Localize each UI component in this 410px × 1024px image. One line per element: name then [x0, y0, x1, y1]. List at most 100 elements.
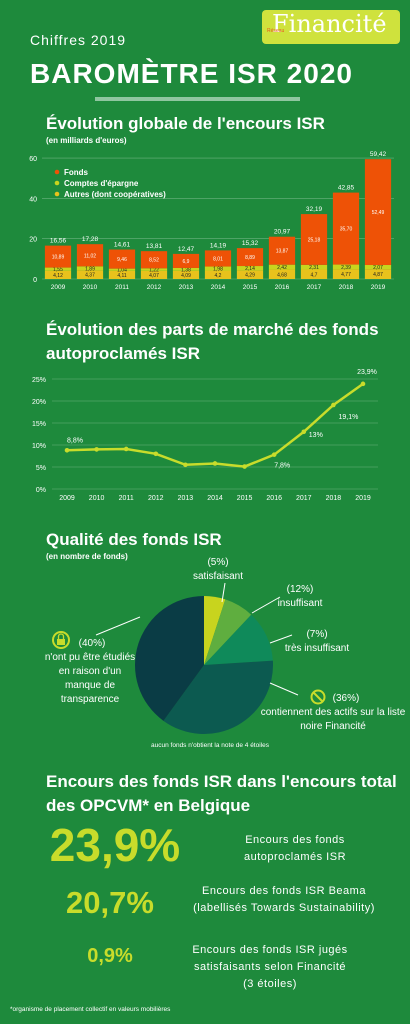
y-tick-label: 20% [32, 399, 46, 406]
bar-value-label: 35,70 [340, 227, 353, 233]
pie-label-satisfaisant: (5%) satisfaisant [190, 556, 246, 584]
pie-slice [135, 596, 204, 721]
bar-segment [44, 270, 72, 279]
bar-segment [76, 266, 104, 271]
slice-label: insuffisant [277, 598, 323, 609]
stat-label-1: Encours des fonds autoproclamés ISR [200, 832, 390, 866]
bar-value-label: 2,39 [341, 265, 351, 271]
x-tick-label: 2011 [115, 284, 129, 291]
y-tick-label: 10% [32, 443, 46, 450]
bar-value-label: 4,77 [341, 272, 351, 278]
legend-label: Comptes d'épargne [64, 179, 139, 188]
bar-segment [172, 253, 200, 268]
bar-segment [108, 249, 136, 269]
x-tick-label: 2013 [178, 495, 194, 502]
x-tick-label: 2016 [275, 284, 290, 291]
bar-segment [364, 269, 392, 279]
leader-line [269, 634, 293, 644]
line-point [183, 462, 188, 468]
pie-pct-liste-noire: (36%) [332, 693, 360, 704]
line-point [64, 447, 70, 453]
x-tick-label: 2009 [51, 284, 66, 291]
bar-total-label: 12,47 [178, 246, 195, 253]
bar-value-label: 11,02 [84, 253, 96, 259]
bar-value-label: 4,68 [277, 272, 287, 278]
logo-small-text: Réseau [267, 28, 285, 34]
legend-marker [54, 180, 60, 186]
bar-segment [268, 269, 296, 279]
bar-segment [204, 250, 232, 267]
legend-label: Fonds [64, 168, 89, 177]
bar-value-label: 2,31 [309, 265, 319, 271]
bar-segment [236, 248, 264, 267]
y-tick-label: 5% [36, 465, 46, 472]
bar-value-label: 13,87 [276, 249, 289, 255]
section4-title-line1: Encours des fonds ISR dans l'encours tot… [46, 772, 397, 791]
logo-text: Financité [272, 10, 387, 38]
bar-segment [236, 270, 264, 279]
y-tick-label: 40 [29, 196, 37, 203]
y-tick-label: 20 [29, 237, 37, 244]
bar-segment [268, 236, 296, 265]
financite-logo [262, 10, 400, 44]
slice-pct: (12%) [286, 584, 314, 595]
bar-segment [204, 270, 232, 279]
bar-total-label: 59,42 [370, 151, 387, 158]
bar-segment [140, 251, 168, 269]
x-tick-label: 2015 [243, 284, 258, 291]
stat-label-line: satisfaisants selon Financité [193, 961, 347, 973]
leader-line [95, 616, 141, 636]
section2-title-line2: autoproclamés ISR [46, 344, 200, 363]
footnote: *organisme de placement collectif en val… [10, 1006, 171, 1013]
bar-segment [300, 214, 328, 265]
stat-label-line: (3 étoiles) [243, 978, 297, 990]
line-point [153, 451, 159, 457]
line-point [242, 464, 247, 469]
bar-value-label: 4,2 [215, 273, 222, 279]
stat-label-line: autoproclamés ISR [243, 851, 347, 863]
x-tick-label: 2012 [147, 284, 162, 291]
x-tick-label: 2011 [119, 495, 134, 502]
bar-total-label: 42,85 [338, 185, 355, 192]
stat-label-3: Encours des fonds ISR jugés satisfaisant… [168, 942, 372, 993]
bar-total-label: 14,19 [210, 242, 227, 249]
stat-value-3: 0,9% [87, 945, 133, 967]
bar-segment [236, 266, 264, 271]
title-underline [95, 97, 300, 101]
pie-label-liste-noire: contiennent des actifs sur la liste noir… [260, 707, 406, 732]
bar-segment [364, 159, 392, 266]
section4-title: Encours des fonds ISR dans l'encours tot… [46, 770, 397, 818]
point-value-label: 19,1% [338, 414, 358, 421]
y-tick-label: 0 [33, 277, 37, 284]
y-tick-label: 25% [32, 377, 46, 384]
line-point [94, 447, 99, 452]
x-tick-label: 2018 [339, 284, 354, 291]
bar-segment [140, 268, 168, 271]
x-tick-label: 2019 [355, 495, 371, 502]
slice-label: satisfaisant [192, 571, 244, 582]
bar-segment [204, 266, 232, 271]
bar-value-label: 10,89 [52, 255, 65, 261]
year-label: Chiffres 2019 [30, 32, 127, 48]
bar-segment [332, 269, 360, 279]
point-value-label: 7,8% [274, 463, 290, 470]
x-tick-label: 2014 [211, 284, 226, 291]
point-value-label: 8,8% [67, 437, 83, 444]
line-point [123, 446, 129, 452]
bar-segment [44, 267, 72, 271]
bar-segment [268, 264, 296, 270]
bar-value-label: 4,11 [117, 273, 127, 279]
leader-line [221, 582, 226, 603]
slice-label: très insuffisant [284, 643, 350, 654]
bar-segment [172, 270, 200, 279]
pie-label-insuffisant: (12%) insuffisant [262, 583, 338, 611]
bar-value-label: 8,89 [245, 255, 255, 261]
market-share-line [66, 382, 364, 468]
bar-segment [332, 192, 360, 265]
bar-segment [44, 245, 72, 268]
bar-value-label: 1,04 [117, 268, 127, 274]
bar-value-label: 4,07 [149, 273, 159, 279]
x-tick-label: 2019 [371, 284, 386, 291]
point-value-label: 23,9% [357, 369, 377, 376]
stat-label-2: Encours des fonds ISR Beama (labellisés … [166, 883, 402, 917]
